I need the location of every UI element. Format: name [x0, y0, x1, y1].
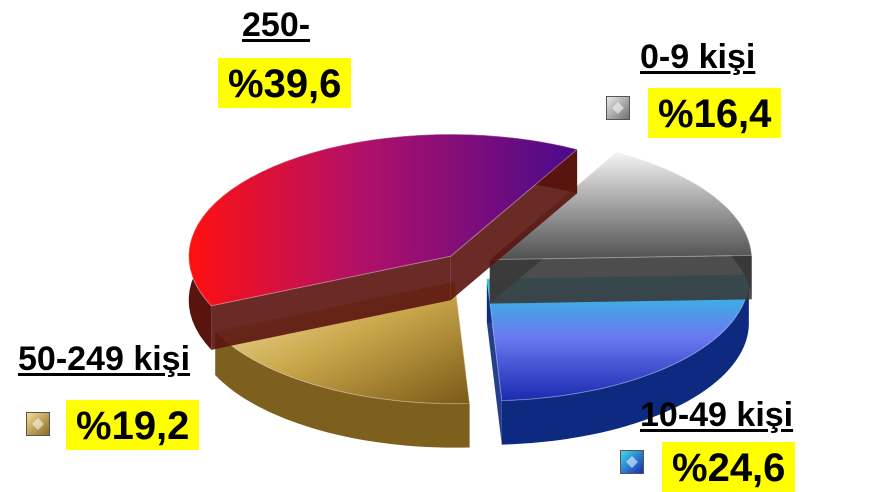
category-label-10-49: 10-49 kişi [640, 396, 794, 434]
slice-250 [188, 133, 579, 307]
legend-swatch-50-249 [26, 412, 50, 436]
category-label-250: 250- [242, 6, 311, 44]
slice-0-9-wall-1 [489, 255, 752, 304]
value-label-50-249: %19,2 [66, 400, 200, 450]
category-label-0-9: 0-9 kişi [640, 38, 756, 76]
slice-0-9 [488, 152, 753, 261]
legend-swatch-0-9 [606, 96, 630, 120]
category-label-50-249: 50-249 kişi [18, 340, 191, 378]
slice-250-wall-0 [211, 256, 451, 350]
slice-10-49-wall-1 [486, 278, 502, 445]
legend-swatch-10-49 [620, 450, 644, 474]
value-label-10-49: %24,6 [662, 442, 796, 492]
slice-10-49-side [501, 274, 749, 445]
slice-50-249 [214, 281, 471, 405]
value-label-0-9: %16,4 [648, 88, 782, 138]
slice-10-49 [486, 274, 750, 402]
slice-50-249-side [215, 331, 470, 448]
slice-250-wall-1 [450, 149, 578, 301]
value-label-250: %39,6 [218, 58, 352, 108]
